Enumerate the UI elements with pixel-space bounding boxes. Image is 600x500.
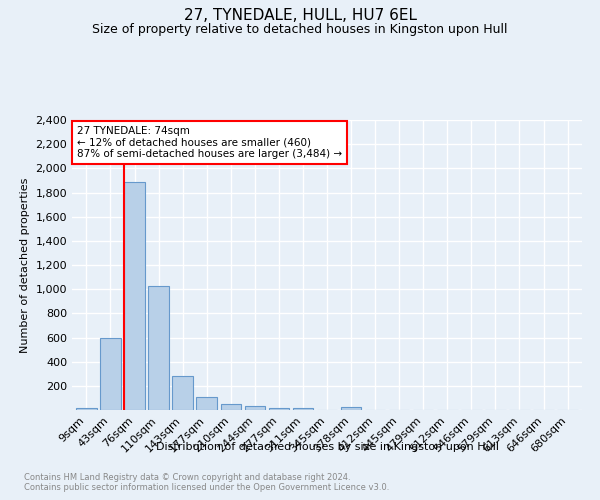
Bar — [221, 404, 241, 410]
Text: 27, TYNEDALE, HULL, HU7 6EL: 27, TYNEDALE, HULL, HU7 6EL — [184, 8, 416, 22]
Bar — [124, 182, 145, 410]
Bar — [172, 376, 193, 410]
Bar — [293, 408, 313, 410]
Bar — [269, 408, 289, 410]
Bar — [76, 408, 97, 410]
Bar — [148, 286, 169, 410]
Bar — [100, 338, 121, 410]
Text: Contains public sector information licensed under the Open Government Licence v3: Contains public sector information licen… — [24, 482, 389, 492]
Text: Distribution of detached houses by size in Kingston upon Hull: Distribution of detached houses by size … — [155, 442, 499, 452]
Bar — [196, 396, 217, 410]
Text: 27 TYNEDALE: 74sqm
← 12% of detached houses are smaller (460)
87% of semi-detach: 27 TYNEDALE: 74sqm ← 12% of detached hou… — [77, 126, 342, 159]
Bar — [341, 408, 361, 410]
Text: Size of property relative to detached houses in Kingston upon Hull: Size of property relative to detached ho… — [92, 22, 508, 36]
Bar — [245, 406, 265, 410]
Y-axis label: Number of detached properties: Number of detached properties — [20, 178, 30, 352]
Text: Contains HM Land Registry data © Crown copyright and database right 2024.: Contains HM Land Registry data © Crown c… — [24, 472, 350, 482]
